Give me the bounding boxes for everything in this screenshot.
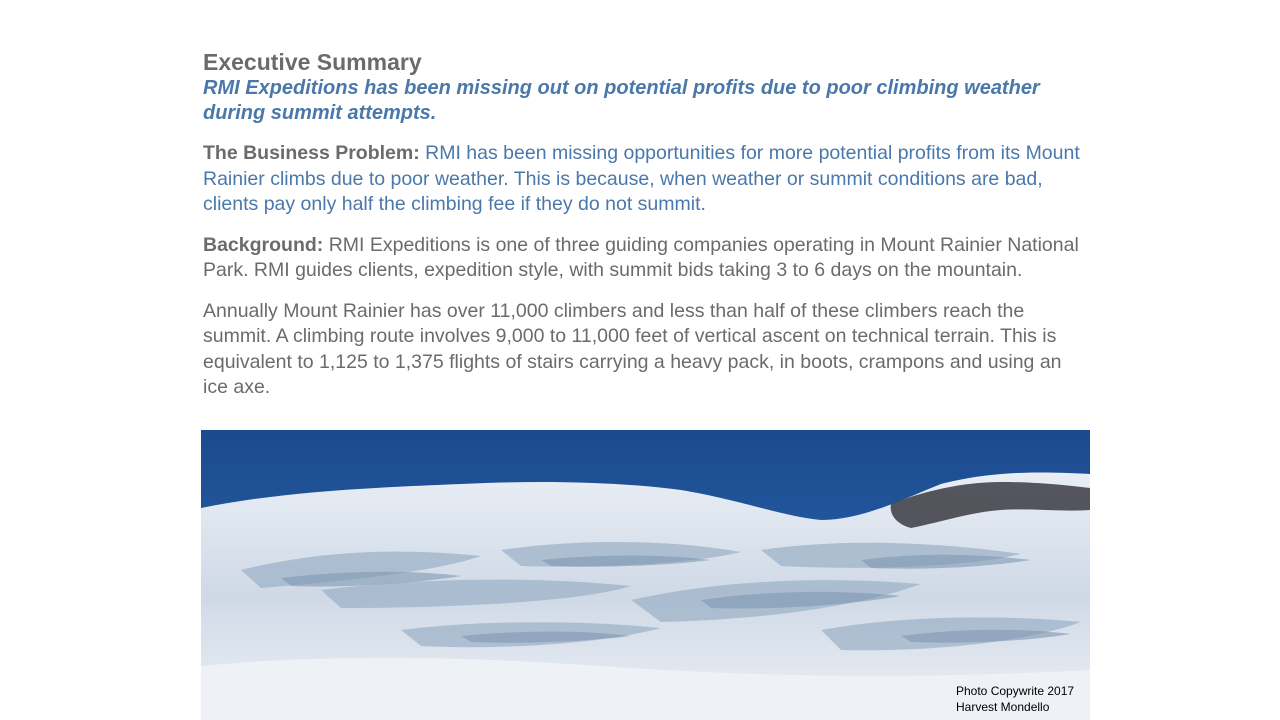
- background-lead: Background:: [203, 233, 324, 256]
- business-problem-lead: The Business Problem:: [203, 142, 420, 164]
- background-paragraph: Background: RMI Expeditions is one of th…: [203, 233, 1083, 284]
- photo-credit: Photo Copywrite 2017 Harvest Mondello: [956, 683, 1074, 715]
- crevasse-shadows: [281, 554, 1071, 643]
- photo-credit-line1: Photo Copywrite 2017: [956, 684, 1075, 698]
- page-title: Executive Summary: [203, 49, 422, 75]
- foreground-snow: [201, 657, 1090, 720]
- slide-content: Executive Summary RMI Expeditions has be…: [203, 48, 1083, 416]
- business-problem-paragraph: The Business Problem: RMI has been missi…: [203, 141, 1083, 218]
- annual-paragraph: Annually Mount Rainier has over 11,000 c…: [203, 299, 1062, 399]
- subtitle: RMI Expeditions has been missing out on …: [203, 77, 1040, 124]
- business-problem-text: RMI has been missing opportunities for m…: [203, 142, 1080, 215]
- glacier-photo: [201, 430, 1090, 720]
- rock-band: [890, 482, 1090, 528]
- glacier-illustration: [201, 430, 1090, 720]
- photo-credit-line2: Harvest Mondello: [956, 700, 1050, 714]
- background-text: RMI Expeditions is one of three guiding …: [203, 233, 1079, 282]
